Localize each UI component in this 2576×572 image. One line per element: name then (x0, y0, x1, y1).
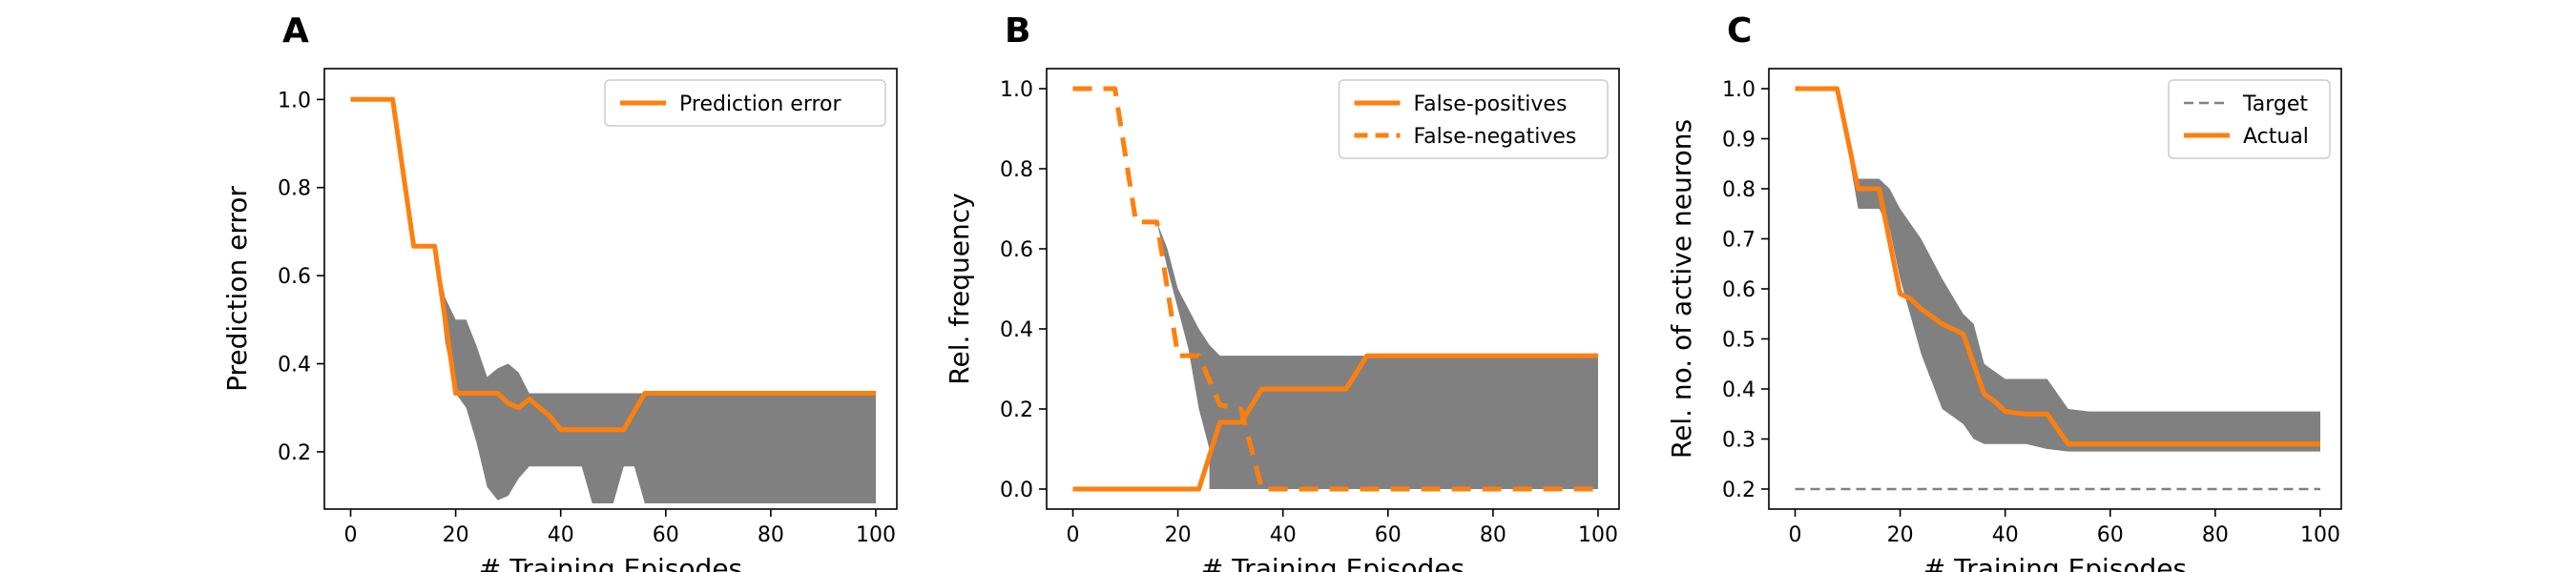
x-tick-label: 80 (758, 523, 784, 547)
x-tick-label: 20 (1165, 523, 1192, 547)
y-tick-label: 1.0 (1000, 78, 1033, 102)
y-tick-label: 0.3 (1722, 429, 1755, 453)
legend: False-positives False-negatives (1338, 79, 1609, 159)
x-axis-label: # Training Episodes (1923, 553, 2187, 572)
y-tick-label: 0.9 (1722, 129, 1755, 153)
legend-label: Target (2242, 92, 2308, 116)
panel-letter: A (282, 11, 309, 51)
x-tick-label: 100 (2300, 523, 2340, 547)
x-axis-label: # Training Episodes (479, 553, 742, 572)
y-tick-label: 0.4 (1722, 378, 1755, 402)
y-tick-label: 0.6 (1000, 238, 1033, 262)
legend-label: False-positives (1414, 92, 1568, 116)
legend-label: Prediction error (679, 92, 841, 116)
axes-frame (323, 68, 898, 510)
y-tick-label: 0.2 (1000, 398, 1033, 422)
y-tick-label: 0.2 (1722, 479, 1755, 502)
y-tick-label: 0.8 (1722, 178, 1755, 202)
x-tick-label: 20 (443, 523, 469, 547)
legend-box (2168, 79, 2331, 159)
x-tick-label: 80 (1480, 523, 1506, 547)
y-tick-label: 0.5 (1722, 329, 1755, 353)
panel-letter: B (1005, 11, 1030, 51)
series-line-false-positives (1072, 353, 1598, 492)
x-tick-label: 0 (344, 523, 358, 547)
series-line-actual (1795, 86, 2320, 447)
x-tick-label: 40 (1270, 523, 1297, 547)
y-tick-label: 0.4 (278, 354, 311, 378)
panels-group: 0 20 40 60 80 100 0.2 0.4 0.6 0.8 1.0 # Training Ep… (221, 11, 2342, 572)
y-tick-label: 0.4 (1000, 318, 1033, 342)
y-tick-label: 0.7 (1722, 229, 1755, 253)
x-tick-label: 100 (1578, 523, 1618, 547)
x-axis-label: # Training Episodes (1201, 553, 1465, 572)
y-tick-label: 1.0 (278, 89, 311, 112)
legend-label: Actual (2243, 125, 2309, 149)
legend: Target Actual (2168, 79, 2331, 159)
variability-band-1 (434, 246, 876, 503)
x-tick-label: 60 (1375, 523, 1402, 547)
y-tick-label: 0.6 (1722, 278, 1755, 302)
y-tick-label: 1.0 (1722, 78, 1755, 102)
legend-label: False-negatives (1414, 125, 1577, 149)
x-tick-label: 40 (548, 523, 574, 547)
panel-letter: C (1727, 11, 1752, 51)
y-axis-label: Rel. frequency (944, 193, 975, 384)
y-tick-label: 0.2 (278, 441, 311, 465)
panel-a: 0 20 40 60 80 100 0.2 0.4 0.6 0.8 1.0 # Training Ep… (221, 11, 898, 572)
plot-area (1795, 86, 2320, 491)
legend: Prediction error (604, 79, 886, 127)
x-tick-label: 40 (1992, 523, 2019, 547)
x-tick-label: 0 (1067, 523, 1080, 547)
y-axis-label: Prediction error (221, 186, 253, 392)
x-tick-label: 0 (1789, 523, 1802, 547)
y-tick-label: 0.0 (1000, 479, 1033, 502)
y-axis-label: Rel. no. of active neurons (1666, 119, 1697, 459)
y-tick-label: 0.8 (1000, 158, 1033, 182)
y-tick-label: 0.6 (278, 265, 311, 289)
y-tick-label: 0.8 (278, 177, 311, 201)
x-tick-label: 100 (856, 523, 896, 547)
x-tick-label: 80 (2202, 523, 2229, 547)
x-tick-label: 20 (1887, 523, 1914, 547)
legend-box (1338, 79, 1609, 159)
plot-area (1072, 86, 1598, 492)
x-tick-label: 60 (653, 523, 679, 547)
legend-box (604, 79, 886, 127)
x-tick-label: 60 (2097, 523, 2124, 547)
axes-frame (1046, 68, 1620, 510)
panel-b: 0 20 40 60 80 100 0.0 0.2 0.4 0.6 0.8 1.0 # Training… (944, 11, 1620, 572)
variability-band-1 (1837, 89, 2320, 452)
series-line-false-negatives (1072, 86, 1598, 492)
panel-c: 0 20 40 60 80 100 0.2 0.3 0.4 0.5 0.6 0.7 0.8 0.9 1.0 #… (1666, 11, 2342, 572)
series-line-prediction-error (350, 96, 876, 433)
plot-area (350, 96, 876, 503)
